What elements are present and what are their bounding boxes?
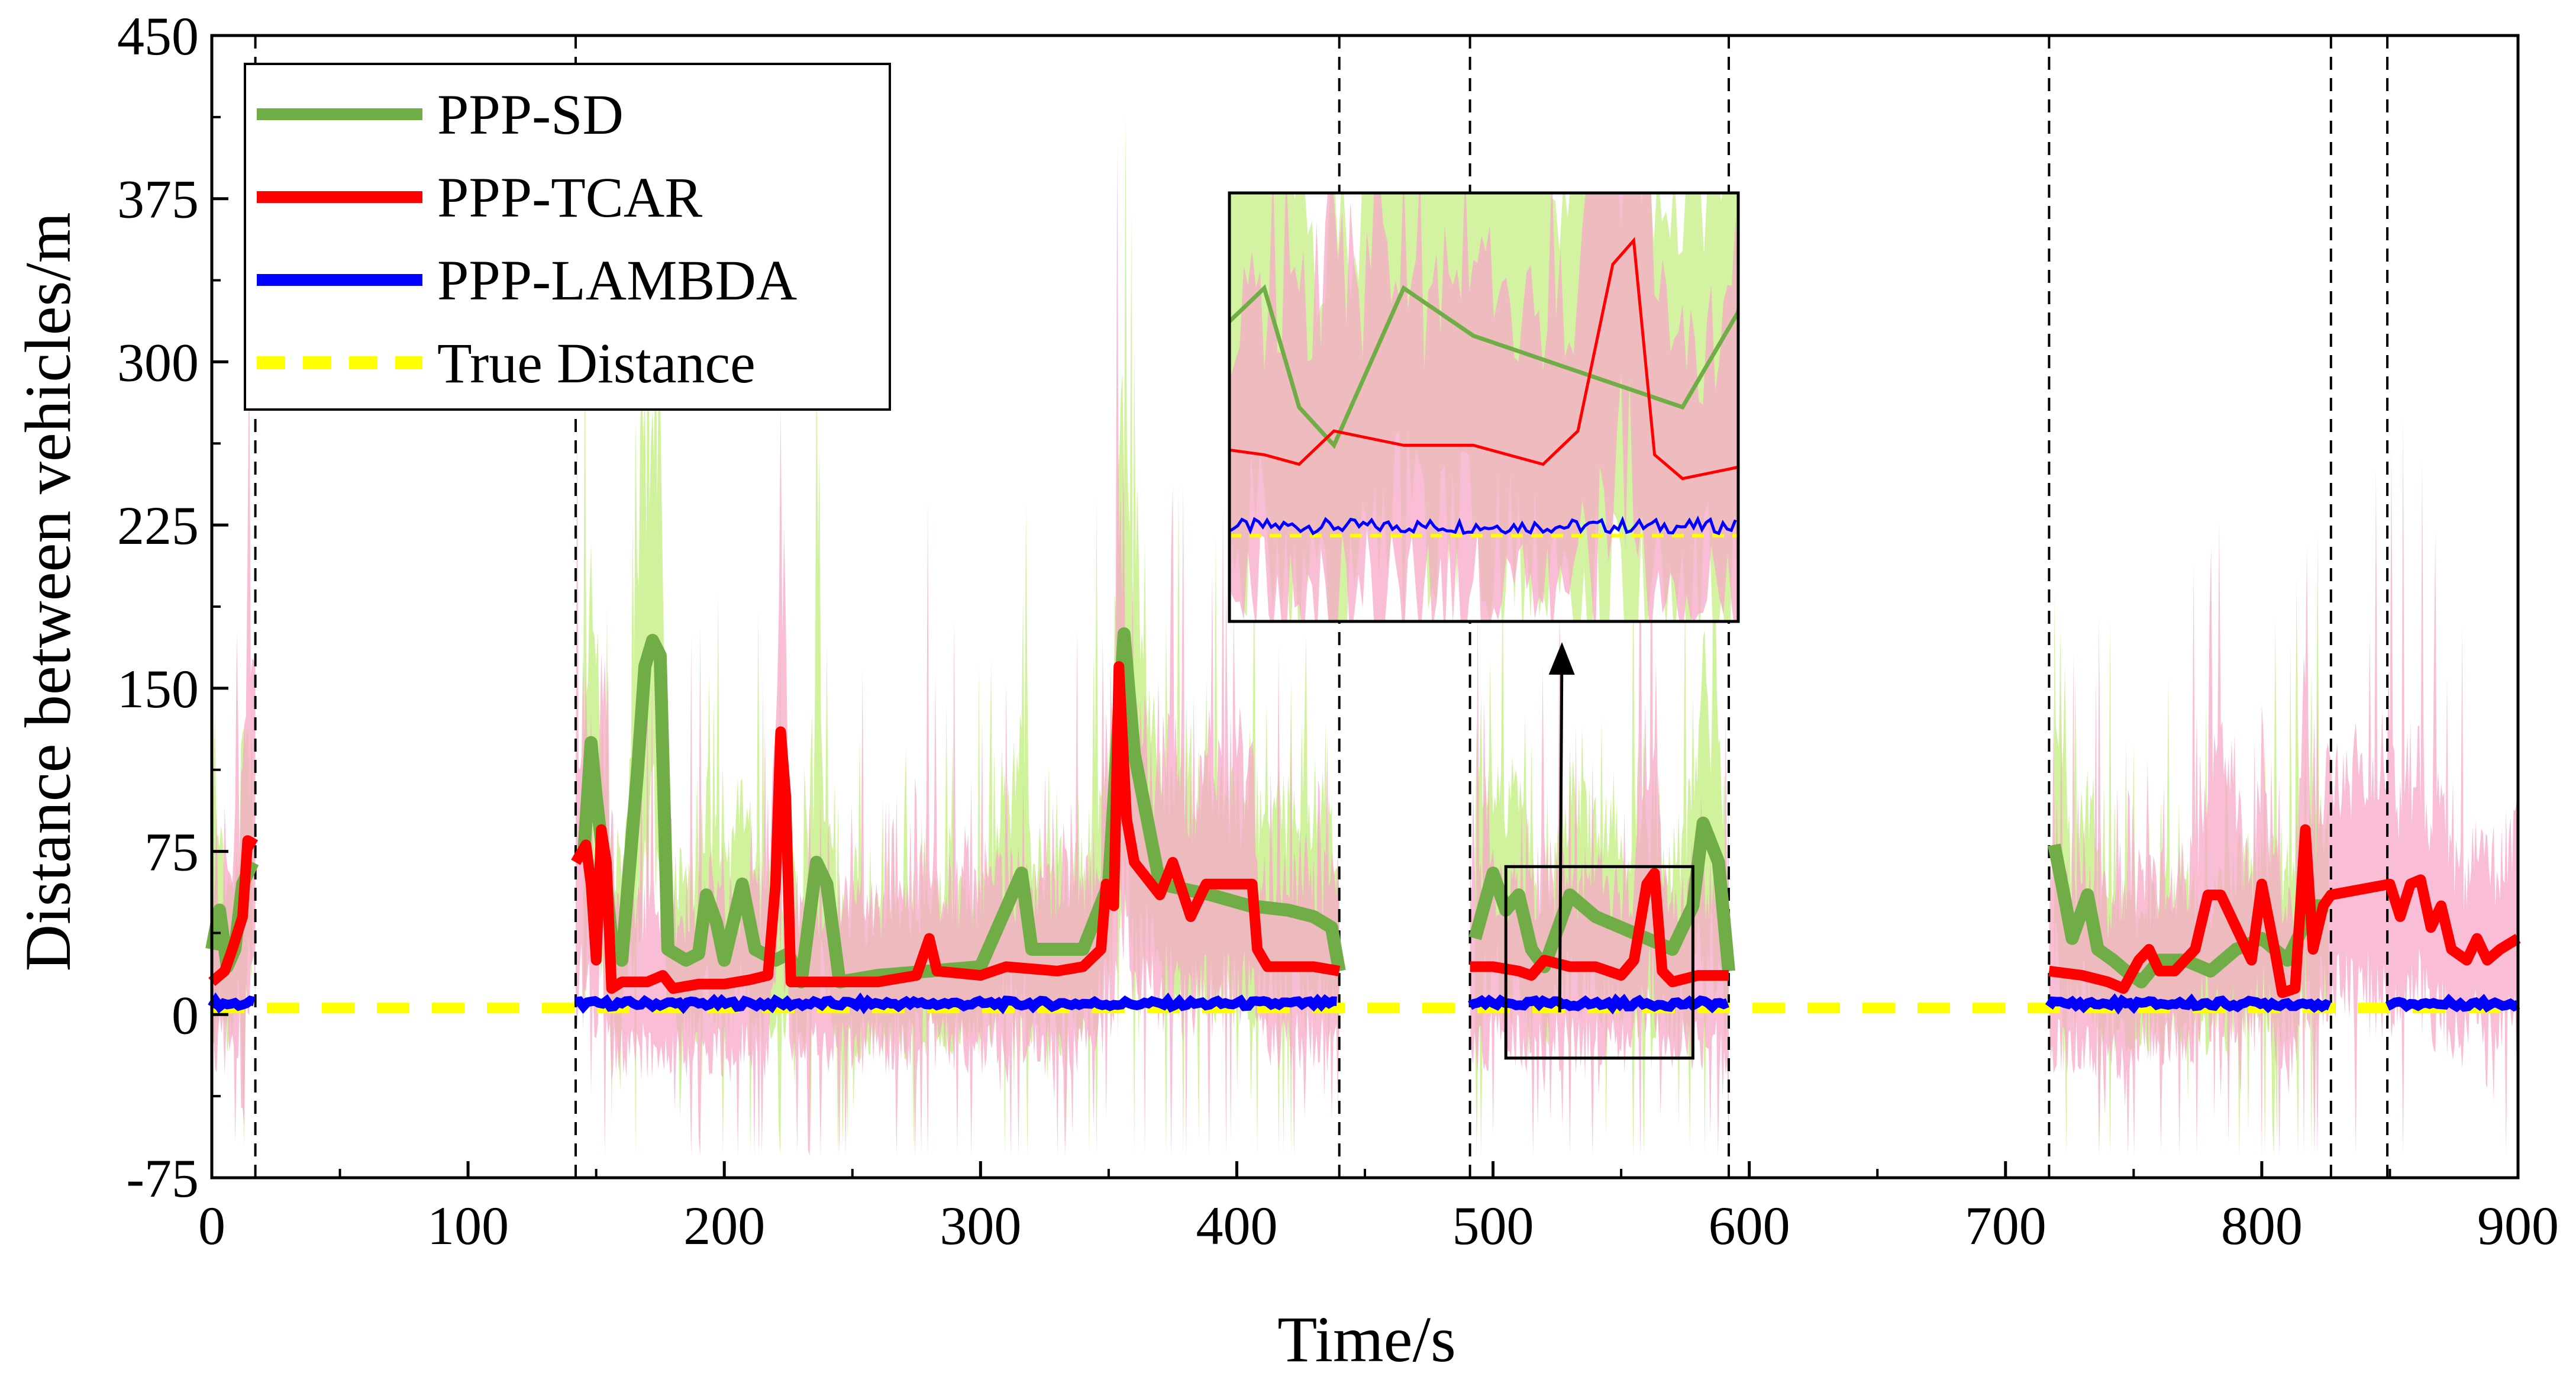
ppp-lambda-line-1 [574, 992, 1337, 1014]
ppp-tcar-line-1 [571, 661, 1341, 994]
ppp-sd-line-2 [1468, 816, 1735, 974]
zoom-arrow-head [1548, 642, 1575, 675]
inset-sd-line [1229, 284, 1738, 449]
x-tick-label-5: 500 [1452, 1195, 1534, 1256]
y-tick-label-5: 300 [117, 332, 199, 392]
ppp-lambda-line-4 [2385, 993, 2520, 1013]
x-axis-label: Time/s [1277, 1303, 1456, 1375]
ppp-tcar-line-2 [1470, 868, 1729, 988]
y-tick-label-1: 0 [172, 985, 199, 1045]
legend-label-lambda: PPP-LAMBDA [437, 249, 797, 312]
axes [210, 34, 2520, 1180]
x-tick-label-1: 100 [427, 1195, 509, 1256]
legend-label-sd: PPP-SD [437, 83, 624, 146]
ppp-tcar-line-0 [208, 835, 259, 986]
x-tick-label-9: 900 [2477, 1195, 2559, 1256]
zoom-annotation [1228, 191, 1740, 1060]
x-tick-label-3: 300 [940, 1195, 1021, 1256]
y-axis-label: Distance between vehicles/m [12, 212, 84, 972]
ppp-tcar-band-0 [212, 328, 256, 1142]
y-tick-label-4: 225 [117, 495, 199, 556]
y-tick-label-3: 150 [117, 659, 199, 719]
ppp-tcar-line-3 [2048, 824, 2521, 998]
legend-label-tcar: PPP-TCAR [437, 166, 702, 229]
inset-tcar-line [1229, 237, 1738, 481]
tick-labels: 0 100 200 300 400 500 600 700 800 900-75075150225… [117, 6, 2559, 1256]
x-tick-label-0: 0 [198, 1195, 225, 1256]
ppp-lambda-line-2 [1468, 993, 1729, 1015]
inset-lambda-line [1229, 515, 1737, 536]
y-tick-label-7: 450 [117, 6, 199, 66]
ppp-lambda-line-0 [208, 992, 256, 1014]
x-tick-label-6: 600 [1709, 1195, 1790, 1256]
inset-frame [1228, 191, 1740, 623]
zoom-source-box [1504, 865, 1694, 1060]
x-tick-label-4: 400 [1196, 1195, 1277, 1256]
legend: PPP-SD PPP-TCAR PPP-LAMBDA True Distance [244, 63, 891, 411]
y-tick-label-6: 375 [117, 169, 199, 230]
zoom-arrow-line [1558, 647, 1564, 1013]
y-tick-label-0: -75 [126, 1148, 199, 1209]
legend-box [244, 63, 891, 411]
x-tick-label-2: 200 [683, 1195, 765, 1256]
inset-tcar-band [1229, 193, 1738, 621]
ppp-tcar-band-1 [576, 144, 1339, 1156]
inset-plot [1229, 193, 1738, 621]
legend-label-truth: True Distance [437, 331, 756, 395]
x-tick-label-7: 700 [1965, 1195, 2046, 1256]
x-tick-label-8: 800 [2221, 1195, 2303, 1256]
y-tick-label-2: 75 [144, 822, 199, 882]
ppp-tcar-band-3 [2049, 415, 2518, 1156]
ppp-lambda-line-3 [2045, 993, 2332, 1015]
series-lines [205, 627, 2521, 1015]
